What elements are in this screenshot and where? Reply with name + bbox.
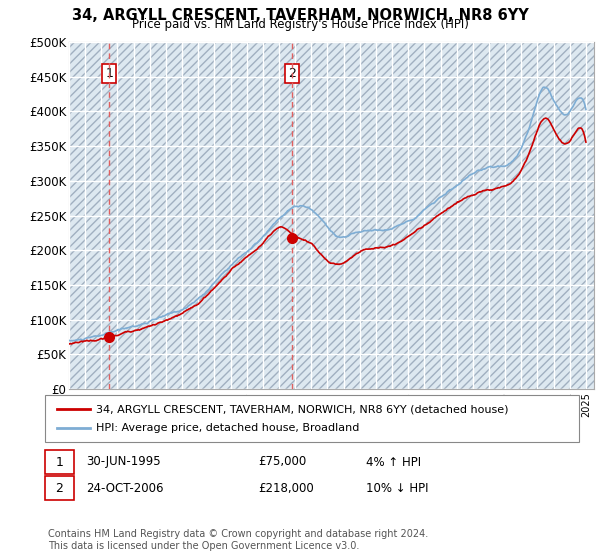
- Text: 10% ↓ HPI: 10% ↓ HPI: [366, 482, 428, 495]
- Text: Contains HM Land Registry data © Crown copyright and database right 2024.
This d: Contains HM Land Registry data © Crown c…: [48, 529, 428, 551]
- Text: 1: 1: [55, 455, 64, 469]
- Text: 4% ↑ HPI: 4% ↑ HPI: [366, 455, 421, 469]
- Text: 24-OCT-2006: 24-OCT-2006: [86, 482, 163, 495]
- Text: £75,000: £75,000: [258, 455, 306, 469]
- Text: 1: 1: [106, 67, 113, 80]
- Text: 2: 2: [55, 482, 64, 495]
- Text: HPI: Average price, detached house, Broadland: HPI: Average price, detached house, Broa…: [96, 423, 359, 433]
- Text: 2: 2: [289, 67, 296, 80]
- Text: 34, ARGYLL CRESCENT, TAVERHAM, NORWICH, NR8 6YY: 34, ARGYLL CRESCENT, TAVERHAM, NORWICH, …: [71, 8, 529, 24]
- Text: 30-JUN-1995: 30-JUN-1995: [86, 455, 160, 469]
- Text: Price paid vs. HM Land Registry's House Price Index (HPI): Price paid vs. HM Land Registry's House …: [131, 18, 469, 31]
- Text: £218,000: £218,000: [258, 482, 314, 495]
- Text: 34, ARGYLL CRESCENT, TAVERHAM, NORWICH, NR8 6YY (detached house): 34, ARGYLL CRESCENT, TAVERHAM, NORWICH, …: [96, 404, 509, 414]
